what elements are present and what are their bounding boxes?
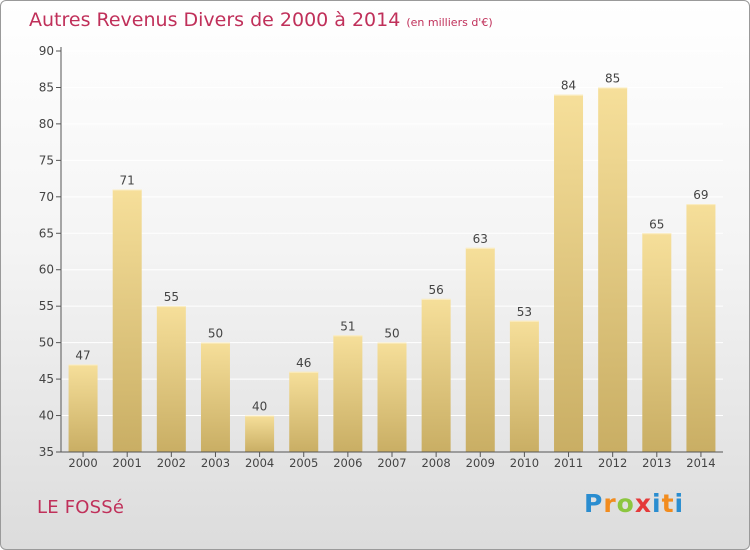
bar-2002 [156, 306, 186, 452]
data-label-2012: 85 [605, 71, 620, 85]
data-label-2001: 71 [120, 174, 135, 188]
y-tick-label: 75 [39, 153, 54, 167]
data-label-2000: 47 [75, 349, 90, 363]
bar-2000 [68, 364, 98, 452]
bar-2008 [421, 298, 451, 452]
x-tick-label-2013: 2013 [642, 456, 671, 470]
data-label-2011: 84 [561, 79, 576, 93]
bar-2003 [200, 342, 230, 452]
x-tick-label-2000: 2000 [68, 456, 97, 470]
x-tick-label-2006: 2006 [333, 456, 362, 470]
data-label-2010: 53 [517, 305, 532, 319]
data-label-2013: 65 [649, 217, 664, 231]
y-tick-label: 45 [39, 372, 54, 386]
x-tick-label-2004: 2004 [245, 456, 274, 470]
bar-2010 [509, 320, 539, 452]
proxiti-logo: Proxiti [584, 489, 685, 518]
data-label-2009: 63 [473, 232, 488, 246]
data-label-2002: 55 [164, 290, 179, 304]
y-tick-label: 70 [39, 190, 54, 204]
x-tick-label-2005: 2005 [289, 456, 318, 470]
y-tick-label: 40 [39, 409, 54, 423]
y-tick-label: 85 [39, 80, 54, 94]
data-label-2003: 50 [208, 327, 223, 341]
bar-2014 [686, 204, 716, 452]
bar-2013 [642, 233, 672, 452]
bar-2006 [333, 335, 363, 452]
y-tick-label: 55 [39, 299, 54, 313]
y-tick-label: 50 [39, 336, 54, 350]
data-label-2007: 50 [384, 327, 399, 341]
bars [68, 87, 716, 453]
data-label-2006: 51 [340, 319, 355, 333]
chart-title-block: Autres Revenus Divers de 2000 à 2014 (en … [29, 9, 493, 31]
bar-2001 [112, 189, 142, 452]
x-tick-label-2011: 2011 [554, 456, 583, 470]
data-label-2005: 46 [296, 356, 311, 370]
chart-unit: (en milliers d'€) [406, 16, 493, 29]
x-tick-label-2010: 2010 [510, 456, 539, 470]
x-tick-label-2007: 2007 [377, 456, 406, 470]
y-tick-label: 65 [39, 226, 54, 240]
bar-2007 [377, 342, 407, 452]
data-labels: 47 71 55 50 40 46 51 50 56 63 53 84 85 65 69 [75, 71, 708, 413]
bar-2005 [289, 371, 319, 452]
x-tick-label-2002: 2002 [157, 456, 186, 470]
bar-2004 [245, 415, 275, 452]
data-label-2014: 69 [693, 188, 708, 202]
x-tick-label-2009: 2009 [466, 456, 495, 470]
y-tick-label: 35 [39, 445, 54, 459]
data-label-2008: 56 [428, 283, 443, 297]
y-tick-label: 90 [39, 44, 54, 58]
y-tick-label: 80 [39, 117, 54, 131]
chart-title: Autres Revenus Divers de 2000 à 2014 [29, 9, 401, 31]
axes: 35 40 45 50 55 60 65 70 75 80 85 90 2000 2001 2002 2003… [39, 44, 723, 470]
x-tick-label-2001: 2001 [113, 456, 142, 470]
data-label-2004: 40 [252, 400, 267, 414]
bar-2011 [554, 94, 584, 452]
bar-2012 [598, 87, 628, 453]
x-tick-label-2012: 2012 [598, 456, 627, 470]
x-tick-label-2008: 2008 [421, 456, 450, 470]
commune-name: LE FOSSé [37, 497, 125, 518]
x-tick-label-2003: 2003 [201, 456, 230, 470]
bar-2009 [465, 247, 495, 452]
x-tick-label-2014: 2014 [686, 456, 715, 470]
y-tick-label: 60 [39, 263, 54, 277]
